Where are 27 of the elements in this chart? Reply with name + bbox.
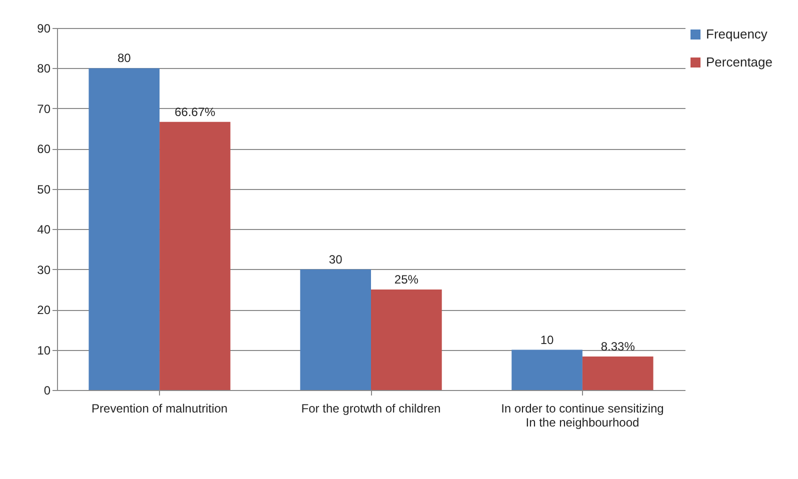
legend-label: Frequency	[706, 26, 768, 42]
bar	[582, 356, 654, 390]
x-tick-label: For the grotwth of children	[301, 402, 441, 416]
data-label: 25%	[394, 272, 419, 286]
y-tick-label: 20	[37, 303, 51, 318]
bar	[88, 68, 160, 390]
y-tick-label: 0	[44, 384, 51, 398]
bar	[300, 269, 371, 390]
data-label: 10	[540, 332, 554, 347]
y-tick-label: 60	[37, 142, 51, 156]
data-label: 8.33%	[600, 339, 636, 354]
bar	[512, 350, 582, 390]
y-tick-label: 10	[37, 343, 51, 358]
data-label: 66.67%	[174, 104, 216, 119]
data-label: 80	[117, 51, 132, 66]
data-label: 30	[328, 252, 343, 266]
y-tick-label: 30	[37, 262, 51, 277]
y-tick-label: 90	[37, 22, 51, 36]
y-tick-label: 70	[37, 102, 51, 116]
bar	[160, 122, 230, 390]
x-tick-label: Prevention of malnutrition	[92, 402, 228, 416]
x-tick-label: In order to continue sensitizing In the neighbourhood	[501, 402, 664, 430]
y-tick-label: 40	[37, 222, 51, 237]
y-tick-label: 80	[37, 62, 51, 76]
y-tick-label: 50	[37, 182, 51, 196]
legend-label: Percentage	[706, 54, 772, 70]
bar	[371, 289, 442, 390]
